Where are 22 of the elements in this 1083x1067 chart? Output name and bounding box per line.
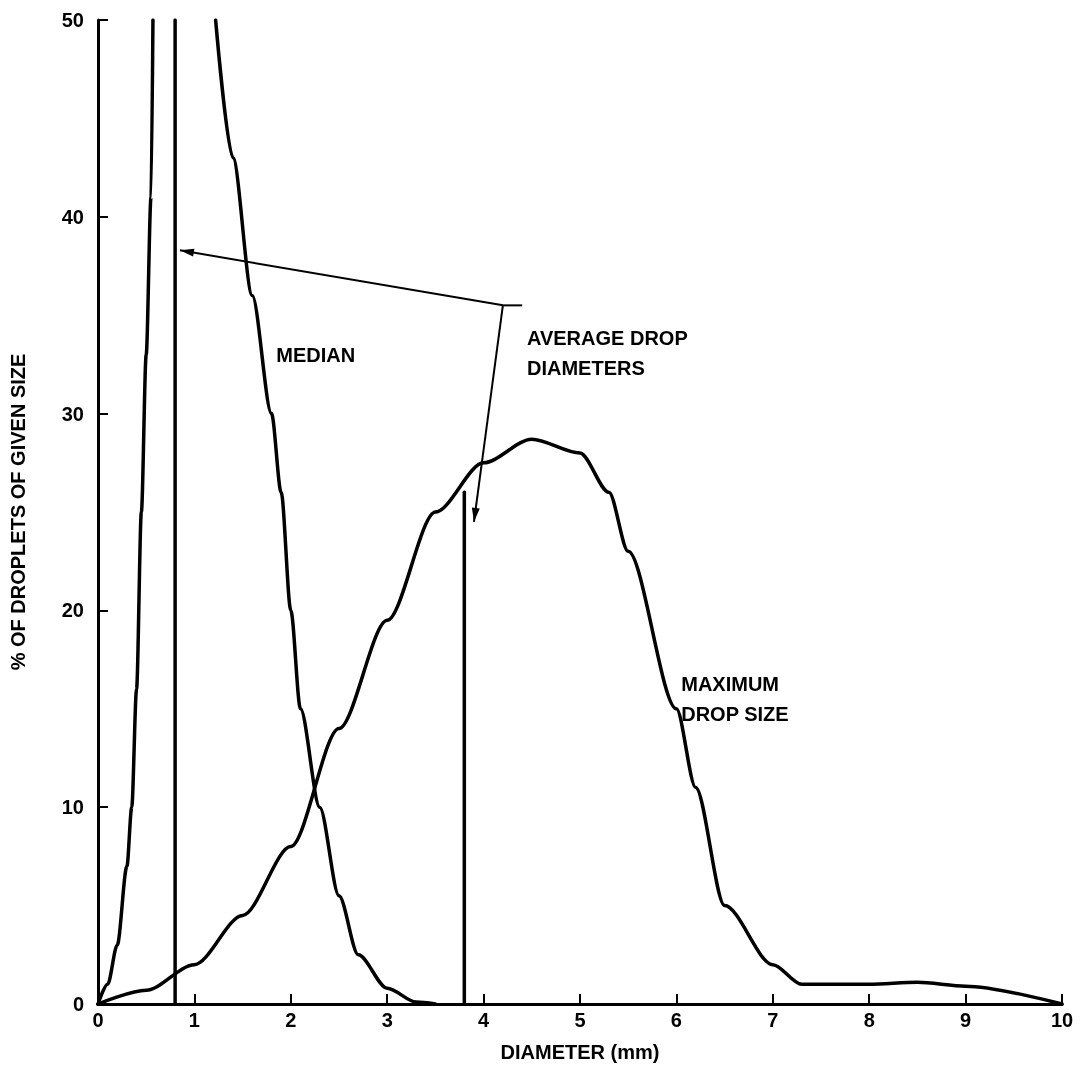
y-axis-title: % OF DROPLETS OF GIVEN SIZE [7, 353, 29, 671]
y-tick-label: 10 [61, 796, 84, 819]
annotation: AVERAGE DROP DIAMETERS [526, 327, 688, 380]
x-tick-label: 5 [574, 1009, 586, 1031]
x-tick-label: 8 [863, 1009, 875, 1031]
x-tick-label: 4 [478, 1009, 491, 1031]
x-tick-label: 3 [381, 1009, 393, 1031]
series-label: MAXIMUM DROP SIZE [681, 672, 789, 725]
x-tick-label: 6 [670, 1009, 682, 1031]
x-axis-title: DIAMETER (mm) [500, 1041, 660, 1063]
x-tick-label: 7 [767, 1009, 779, 1031]
x-tick-label: 10 [1050, 1009, 1074, 1031]
y-tick-label: 0 [72, 993, 84, 1015]
y-tick-label: 30 [61, 402, 84, 425]
y-tick-label: 40 [61, 205, 84, 228]
x-tick-label: 0 [92, 1009, 104, 1031]
x-tick-label: 2 [285, 1009, 297, 1031]
y-tick-label: 20 [61, 599, 84, 622]
x-tick-label: 9 [960, 1009, 972, 1031]
series-label: MEDIAN [276, 343, 356, 366]
y-tick-label: 50 [61, 9, 84, 31]
x-tick-label: 1 [188, 1009, 200, 1031]
